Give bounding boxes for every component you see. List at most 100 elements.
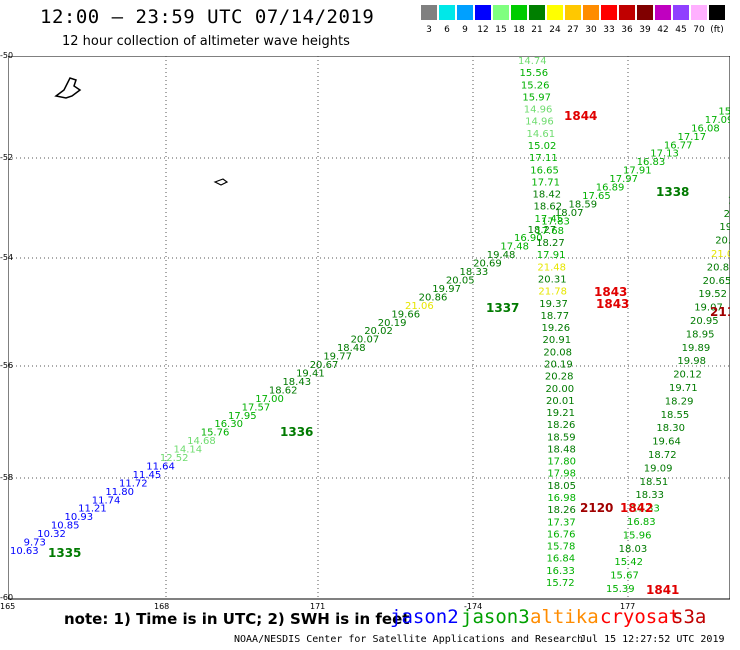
wave-height-value: 19.07 bbox=[694, 303, 723, 314]
wave-height-value: 17.91 bbox=[537, 250, 566, 261]
wave-height-value: 18.26 bbox=[547, 505, 576, 516]
pass-number: 2120 bbox=[580, 501, 613, 515]
wave-height-value: 10.85 bbox=[51, 521, 80, 532]
scale-swatch bbox=[583, 5, 599, 20]
scale-swatch bbox=[619, 5, 635, 20]
wave-height-value: 15.02 bbox=[528, 141, 557, 152]
wave-height-value: 18.62 bbox=[534, 202, 563, 213]
wave-height-value: 16.98 bbox=[547, 493, 576, 504]
wave-height-value: 10.32 bbox=[37, 529, 66, 540]
pass-number: 1336 bbox=[280, 425, 313, 439]
wave-height-value: 18.03 bbox=[619, 544, 648, 555]
longitude-label: 171 bbox=[310, 602, 326, 611]
latitude-label: -54 bbox=[0, 253, 14, 262]
wave-height-value: 19.71 bbox=[669, 383, 698, 394]
wave-height-value: 19.97 bbox=[432, 284, 461, 295]
wave-height-value: 19.09 bbox=[644, 463, 673, 474]
wave-height-value: 17.17 bbox=[678, 132, 707, 143]
wave-height-value: 16.65 bbox=[530, 165, 559, 176]
scale-label: 3 bbox=[426, 25, 432, 35]
scale-swatch bbox=[529, 5, 545, 20]
wave-height-value: 20.65 bbox=[703, 276, 730, 287]
wave-height-value: 18.48 bbox=[337, 343, 366, 354]
wave-height-value: 14.61 bbox=[526, 129, 555, 140]
pass-number: 1335 bbox=[48, 546, 81, 560]
wave-height-value: 18.77 bbox=[540, 311, 569, 322]
wave-height-value: 16.89 bbox=[596, 183, 625, 194]
latitude-label: -50 bbox=[0, 51, 14, 60]
scale-label: 39 bbox=[639, 25, 651, 35]
wave-height-value: 19.64 bbox=[652, 437, 681, 448]
wave-height-value: 20.86 bbox=[419, 292, 448, 303]
wave-height-value: 11.21 bbox=[78, 504, 107, 515]
wave-height-value: 18.62 bbox=[269, 385, 298, 396]
wave-height-value: 15.39 bbox=[606, 584, 635, 595]
wave-height-value: 20.83 bbox=[707, 262, 730, 273]
wave-height-value: 19.37 bbox=[539, 299, 568, 310]
wave-height-value: 17.13 bbox=[650, 149, 679, 160]
scale-label: 6 bbox=[444, 25, 450, 35]
wave-height-value: 20.07 bbox=[351, 335, 380, 346]
wave-height-value: 19.21 bbox=[546, 408, 575, 419]
wave-height-value: 18.33 bbox=[635, 490, 664, 501]
wave-height-value: 16.76 bbox=[547, 529, 576, 540]
wave-height-value: 21.48 bbox=[537, 262, 566, 273]
latitude-label: -58 bbox=[0, 473, 14, 482]
longitude-label: 177 bbox=[620, 602, 636, 611]
wave-height-value: 18.59 bbox=[547, 432, 576, 443]
wave-height-value: 20.91 bbox=[542, 335, 571, 346]
wave-height-value: 14.68 bbox=[187, 436, 216, 447]
wave-height-value: 11.74 bbox=[92, 495, 121, 506]
wave-height-value: 20.00 bbox=[545, 384, 574, 395]
wave-height-value: 17.98 bbox=[547, 469, 576, 480]
scale-swatch bbox=[547, 5, 563, 20]
scale-swatch bbox=[601, 5, 617, 20]
map-frame bbox=[8, 56, 730, 600]
scale-swatch bbox=[691, 5, 707, 20]
wave-height-value: 12.52 bbox=[160, 453, 189, 464]
wave-height-value: 20.19 bbox=[378, 318, 407, 329]
wave-height-value: 20.31 bbox=[538, 275, 567, 286]
wave-height-value: 20.02 bbox=[364, 326, 393, 337]
wave-height-value: 15.26 bbox=[521, 80, 550, 91]
scale-label: 45 bbox=[675, 25, 687, 35]
wave-height-value: 19.48 bbox=[487, 250, 516, 261]
scale-label: 24 bbox=[549, 25, 561, 35]
wave-height-value: 21.01 bbox=[711, 249, 730, 260]
wave-height-value: 19.89 bbox=[682, 343, 711, 354]
wave-height-value: 11.72 bbox=[119, 478, 148, 489]
scale-label: 42 bbox=[657, 25, 669, 35]
wave-height-value: 19.41 bbox=[296, 368, 325, 379]
wave-height-value: 15.78 bbox=[547, 542, 576, 553]
legend-jason2: jason2 bbox=[390, 606, 459, 628]
wave-height-value: 20.28 bbox=[545, 372, 574, 383]
scale-swatch bbox=[457, 5, 473, 20]
wave-height-value: 18.27 bbox=[528, 225, 557, 236]
legend-s3a: s3a bbox=[672, 606, 707, 628]
legend-altika: altika bbox=[530, 606, 599, 628]
page-title: 12:00 – 23:59 UTC 07/14/2019 bbox=[40, 6, 375, 28]
wave-height-value: 15.76 bbox=[201, 428, 230, 439]
pass-number: 1337 bbox=[486, 301, 519, 315]
wave-height-value: 15.8 bbox=[718, 106, 730, 117]
wave-height-value: 16.90 bbox=[514, 233, 543, 244]
longitude-label: 168 bbox=[154, 602, 170, 611]
pass-number: 1841 bbox=[646, 583, 679, 597]
wave-height-value: 15.97 bbox=[522, 92, 551, 103]
wave-height-value: 17.68 bbox=[535, 226, 564, 237]
wave-height-value: 21.06 bbox=[405, 301, 434, 312]
wave-height-value: 15.72 bbox=[546, 578, 575, 589]
wave-height-value: 15.42 bbox=[614, 557, 643, 568]
wave-height-value: 17.97 bbox=[609, 174, 638, 185]
latitude-label: -52 bbox=[0, 153, 14, 162]
wave-height-value: 16.83 bbox=[627, 517, 656, 528]
wave-height-value: 19.26 bbox=[542, 323, 571, 334]
wave-height-value: 20.12 bbox=[673, 370, 702, 381]
wave-height-value: 20.95 bbox=[690, 316, 719, 327]
pass-number: 1843 bbox=[594, 285, 627, 299]
wave-height-value: 16.83 bbox=[637, 157, 666, 168]
scale-swatch bbox=[511, 5, 527, 20]
wave-height-value: 10.93 bbox=[64, 512, 93, 523]
wave-height-value: 18.55 bbox=[661, 410, 690, 421]
wave-height-value: 10.63 bbox=[10, 546, 39, 557]
